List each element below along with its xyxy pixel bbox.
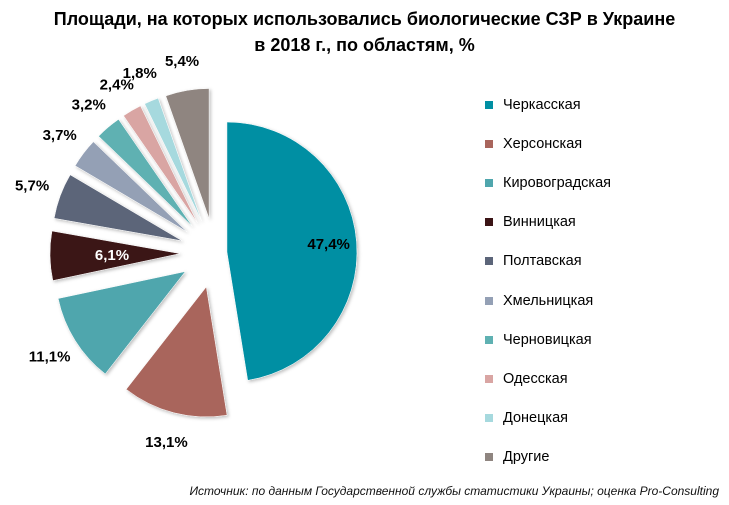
legend-swatch [485, 257, 493, 266]
slice-3-value-label: 11,1% [29, 348, 71, 365]
chart-title: Площади, на которых использовались биоло… [0, 6, 729, 58]
legend-swatch [485, 218, 493, 227]
slice-6-wedge [74, 141, 188, 233]
slice-5-wedge [53, 174, 183, 242]
slice-2-value-label: 13,1% [145, 434, 188, 451]
legend-item: Винницкая [485, 203, 611, 242]
legend-item: Херсонская [485, 124, 611, 163]
slice-8-value-label: 2,4% [100, 77, 134, 94]
legend-label: Кировоградская [503, 174, 611, 191]
legend-item: Хмельницкая [485, 281, 611, 320]
legend-label: Хмельницкая [503, 292, 594, 309]
legend-swatch [485, 453, 493, 462]
slice-4-wedge [49, 230, 181, 281]
chart-legend: Черкасская Херсонская Кировоградская Винниц… [485, 85, 611, 477]
slice-9-value-label: 1,8% [123, 65, 157, 82]
slice-10-value-label: 5,4% [165, 53, 199, 70]
legend-item: Кировоградская [485, 163, 611, 202]
legend-item: Черновицкая [485, 320, 611, 359]
legend-item: Донецкая [485, 399, 611, 438]
legend-swatch [485, 296, 493, 305]
legend-swatch [485, 374, 493, 383]
legend-label: Винницкая [503, 214, 576, 231]
slice-2-wedge [125, 286, 228, 418]
slice-8-wedge [123, 105, 198, 223]
legend-swatch [485, 335, 493, 344]
legend-label: Черкасская [503, 96, 581, 113]
legend-item: Черкасская [485, 85, 611, 124]
slice-9-wedge [144, 97, 202, 221]
slice-4-value-label: 6,1% [95, 247, 129, 264]
legend-swatch [485, 178, 493, 187]
slice-1-wedge [226, 121, 358, 381]
legend-label: Полтавская [503, 253, 582, 270]
slice-3-wedge [57, 271, 186, 375]
legend-label: Одесская [503, 370, 568, 387]
legend-label: Херсонская [503, 135, 583, 152]
slice-5-value-label: 5,7% [15, 177, 49, 194]
legend-label: Черновицкая [503, 331, 592, 348]
slice-7-wedge [98, 118, 193, 227]
slice-10-wedge [165, 88, 210, 219]
legend-label: Другие [503, 449, 550, 466]
source-note: Источник: по данным Государственной служ… [189, 484, 719, 498]
slice-7-value-label: 3,2% [72, 96, 106, 113]
legend-item: Полтавская [485, 242, 611, 281]
legend-label: Донецкая [503, 410, 569, 427]
legend-swatch [485, 414, 493, 423]
chart-title-line-1: Площади, на которых использовались биоло… [53, 9, 676, 29]
slice-1-value-label: 47,4% [307, 236, 350, 253]
chart-title-line-2: в 2018 г., по областям, % [254, 35, 475, 55]
legend-item: Другие [485, 438, 611, 477]
legend-swatch [485, 100, 493, 109]
legend-item: Одесская [485, 359, 611, 398]
slice-6-value-label: 3,7% [43, 127, 77, 144]
legend-swatch [485, 139, 493, 148]
